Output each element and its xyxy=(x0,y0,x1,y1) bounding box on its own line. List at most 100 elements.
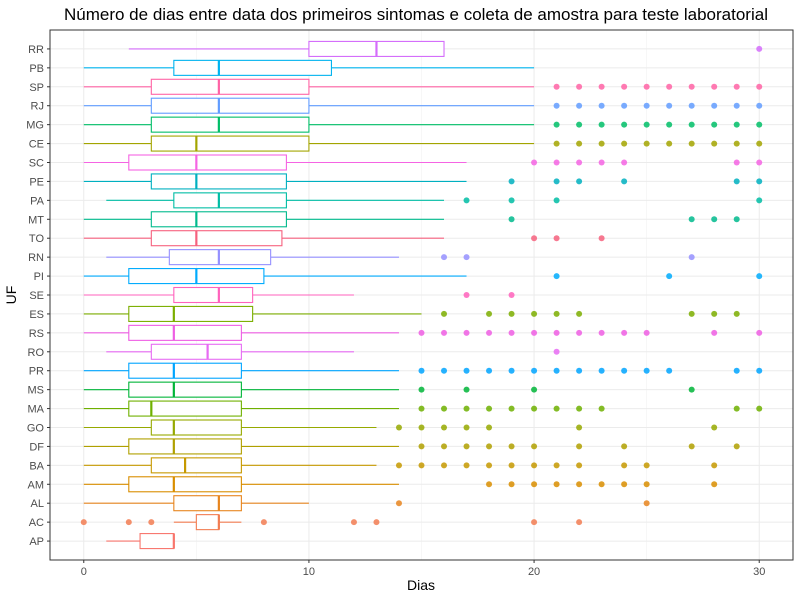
box-iqr xyxy=(173,59,332,76)
outlier-point xyxy=(508,481,515,488)
outlier-point xyxy=(688,254,695,261)
outlier-point xyxy=(643,481,650,488)
outlier-point xyxy=(643,140,650,147)
outlier-point xyxy=(508,462,515,469)
outlier-point xyxy=(756,102,763,109)
x-axis-title: Dias xyxy=(407,577,435,593)
outlier-point xyxy=(598,235,605,242)
y-tick-label: MG xyxy=(26,120,44,132)
x-tick-label: 0 xyxy=(81,566,87,578)
box-al xyxy=(83,495,650,512)
outlier-point xyxy=(486,310,493,317)
y-tick-label: AC xyxy=(29,517,44,529)
box-ma xyxy=(83,400,763,417)
outlier-point xyxy=(598,367,605,374)
outlier-point xyxy=(508,443,515,450)
outlier-point xyxy=(733,83,740,90)
outlier-point xyxy=(486,405,493,412)
outlier-point xyxy=(148,519,155,526)
outlier-point xyxy=(733,216,740,223)
box-rn xyxy=(106,249,695,266)
outlier-point xyxy=(711,83,718,90)
outlier-point xyxy=(643,329,650,336)
box-to xyxy=(83,230,605,247)
outlier-point xyxy=(418,424,425,431)
outlier-point xyxy=(756,45,763,52)
outlier-point xyxy=(553,140,560,147)
outlier-point xyxy=(621,140,628,147)
box-mt xyxy=(83,211,740,228)
outlier-point xyxy=(553,367,560,374)
outlier-point xyxy=(711,329,718,336)
outlier-point xyxy=(598,159,605,166)
outlier-point xyxy=(576,367,583,374)
outlier-point xyxy=(508,329,515,336)
outlier-point xyxy=(688,140,695,147)
outlier-point xyxy=(441,405,448,412)
outlier-point xyxy=(666,102,673,109)
outlier-point xyxy=(756,159,763,166)
outlier-point xyxy=(395,500,402,507)
outlier-point xyxy=(576,159,583,166)
outlier-point xyxy=(621,329,628,336)
box-iqr xyxy=(150,78,310,95)
box-ce xyxy=(83,135,763,152)
outlier-point xyxy=(486,481,493,488)
outlier-point xyxy=(598,140,605,147)
y-tick-label: SE xyxy=(29,290,44,302)
outlier-point xyxy=(621,178,628,185)
outlier-point xyxy=(441,424,448,431)
outlier-point xyxy=(621,367,628,374)
outlier-point xyxy=(621,443,628,450)
outlier-point xyxy=(576,102,583,109)
box-iqr xyxy=(195,514,220,531)
y-axis-title: UF xyxy=(3,286,19,305)
outlier-point xyxy=(463,462,470,469)
outlier-point xyxy=(576,405,583,412)
y-tick-label: RJ xyxy=(31,101,44,113)
outlier-point xyxy=(598,405,605,412)
y-tick-label: PB xyxy=(29,63,44,75)
outlier-point xyxy=(531,310,538,317)
outlier-point xyxy=(733,102,740,109)
outlier-point xyxy=(666,273,673,280)
outlier-point xyxy=(441,329,448,336)
outlier-point xyxy=(508,310,515,317)
box-iqr xyxy=(128,154,287,171)
box-go xyxy=(83,419,718,436)
box-iqr xyxy=(173,495,242,512)
outlier-point xyxy=(576,481,583,488)
box-iqr xyxy=(150,457,242,474)
box-iqr xyxy=(150,135,310,152)
outlier-point xyxy=(486,329,493,336)
outlier-point xyxy=(486,462,493,469)
outlier-point xyxy=(733,178,740,185)
outlier-point xyxy=(576,443,583,450)
box-iqr xyxy=(128,476,242,493)
outlier-point xyxy=(598,102,605,109)
outlier-point xyxy=(688,121,695,128)
outlier-point xyxy=(621,159,628,166)
outlier-point xyxy=(418,367,425,374)
outlier-point xyxy=(531,405,538,412)
y-tick-label: RN xyxy=(28,252,44,264)
outlier-point xyxy=(531,367,538,374)
box-iqr xyxy=(128,324,242,341)
outlier-point xyxy=(756,273,763,280)
outlier-point xyxy=(553,329,560,336)
box-iqr xyxy=(150,343,242,360)
outlier-point xyxy=(621,102,628,109)
outlier-point xyxy=(463,197,470,204)
outlier-point xyxy=(508,216,515,223)
y-tick-label: RR xyxy=(28,44,44,56)
outlier-point xyxy=(756,83,763,90)
outlier-point xyxy=(463,405,470,412)
outlier-point xyxy=(553,178,560,185)
y-tick-label: MS xyxy=(28,385,45,397)
outlier-point xyxy=(395,462,402,469)
box-ap xyxy=(106,533,175,550)
outlier-point xyxy=(643,102,650,109)
outlier-point xyxy=(80,519,87,526)
outlier-point xyxy=(395,424,402,431)
